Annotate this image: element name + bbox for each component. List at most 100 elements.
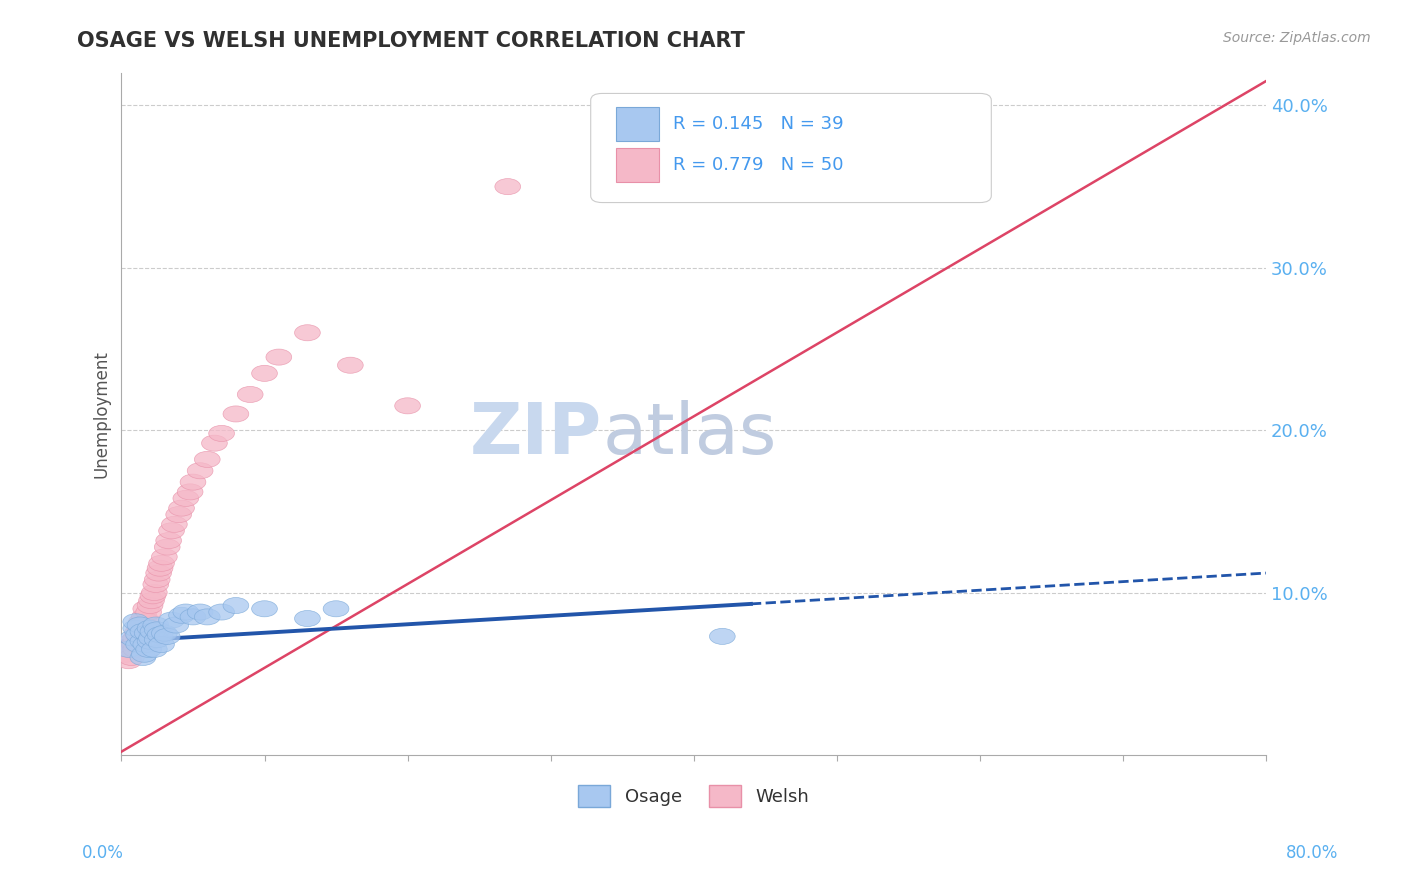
Ellipse shape — [139, 630, 165, 646]
Ellipse shape — [122, 620, 149, 636]
Ellipse shape — [115, 653, 142, 669]
Ellipse shape — [159, 612, 184, 628]
Ellipse shape — [224, 598, 249, 614]
Ellipse shape — [177, 483, 202, 500]
Ellipse shape — [143, 576, 169, 592]
Ellipse shape — [139, 592, 165, 608]
Ellipse shape — [129, 617, 156, 633]
FancyBboxPatch shape — [591, 94, 991, 202]
Text: ZIP: ZIP — [470, 400, 602, 469]
Ellipse shape — [187, 463, 212, 479]
Ellipse shape — [117, 641, 143, 657]
Ellipse shape — [156, 533, 181, 549]
Ellipse shape — [395, 398, 420, 414]
Ellipse shape — [194, 451, 221, 467]
Ellipse shape — [129, 649, 156, 665]
Ellipse shape — [252, 366, 277, 382]
FancyBboxPatch shape — [616, 107, 659, 141]
Ellipse shape — [127, 630, 153, 646]
Ellipse shape — [155, 539, 180, 555]
Ellipse shape — [143, 617, 169, 633]
Ellipse shape — [169, 607, 194, 624]
Ellipse shape — [135, 625, 160, 641]
Ellipse shape — [162, 516, 187, 533]
Ellipse shape — [266, 349, 291, 365]
Ellipse shape — [112, 646, 139, 662]
FancyBboxPatch shape — [616, 148, 659, 182]
Ellipse shape — [294, 610, 321, 626]
Ellipse shape — [115, 641, 142, 657]
Ellipse shape — [169, 500, 194, 516]
Ellipse shape — [145, 572, 170, 588]
Ellipse shape — [180, 609, 205, 625]
Ellipse shape — [127, 617, 153, 633]
Y-axis label: Unemployment: Unemployment — [93, 350, 110, 478]
Ellipse shape — [152, 549, 177, 565]
Ellipse shape — [129, 624, 156, 640]
Ellipse shape — [141, 624, 166, 640]
Ellipse shape — [135, 614, 160, 630]
Ellipse shape — [146, 565, 172, 581]
Ellipse shape — [125, 637, 152, 653]
Ellipse shape — [131, 609, 157, 625]
Text: R = 0.145   N = 39: R = 0.145 N = 39 — [673, 115, 844, 133]
Text: 80.0%: 80.0% — [1286, 844, 1339, 862]
Ellipse shape — [323, 600, 349, 616]
Ellipse shape — [136, 604, 162, 620]
Ellipse shape — [148, 627, 173, 643]
Ellipse shape — [173, 604, 198, 620]
Text: atlas: atlas — [602, 400, 776, 469]
Ellipse shape — [129, 625, 156, 641]
Text: 0.0%: 0.0% — [82, 844, 124, 862]
Text: OSAGE VS WELSH UNEMPLOYMENT CORRELATION CHART: OSAGE VS WELSH UNEMPLOYMENT CORRELATION … — [77, 31, 745, 51]
Ellipse shape — [134, 637, 159, 653]
Ellipse shape — [138, 633, 163, 649]
Ellipse shape — [125, 637, 152, 653]
Ellipse shape — [120, 630, 146, 646]
Ellipse shape — [166, 507, 191, 523]
Ellipse shape — [224, 406, 249, 422]
Ellipse shape — [122, 630, 149, 646]
Ellipse shape — [131, 646, 157, 662]
Ellipse shape — [145, 622, 170, 638]
Ellipse shape — [145, 632, 170, 648]
Ellipse shape — [294, 325, 321, 341]
Ellipse shape — [129, 633, 156, 649]
Ellipse shape — [149, 637, 174, 653]
Ellipse shape — [152, 625, 177, 641]
Ellipse shape — [142, 584, 167, 600]
Ellipse shape — [138, 620, 163, 636]
Ellipse shape — [122, 614, 149, 630]
Ellipse shape — [159, 523, 184, 539]
Ellipse shape — [141, 588, 166, 604]
Ellipse shape — [149, 556, 174, 572]
Ellipse shape — [142, 641, 167, 657]
Text: R = 0.779   N = 50: R = 0.779 N = 50 — [673, 156, 844, 174]
Ellipse shape — [495, 178, 520, 194]
Legend: Osage, Welsh: Osage, Welsh — [571, 778, 817, 814]
Ellipse shape — [155, 628, 180, 644]
Ellipse shape — [121, 637, 148, 653]
Ellipse shape — [134, 600, 159, 616]
Text: Source: ZipAtlas.com: Source: ZipAtlas.com — [1223, 31, 1371, 45]
Ellipse shape — [118, 649, 145, 665]
Ellipse shape — [148, 560, 173, 576]
Ellipse shape — [208, 604, 235, 620]
Ellipse shape — [122, 641, 149, 657]
Ellipse shape — [128, 614, 155, 630]
Ellipse shape — [125, 627, 152, 643]
Ellipse shape — [173, 491, 198, 507]
Ellipse shape — [201, 435, 228, 451]
Ellipse shape — [180, 474, 205, 491]
Ellipse shape — [124, 625, 150, 641]
Ellipse shape — [127, 620, 153, 636]
Ellipse shape — [238, 386, 263, 402]
Ellipse shape — [337, 357, 363, 373]
Ellipse shape — [120, 633, 146, 649]
Ellipse shape — [163, 617, 188, 633]
Ellipse shape — [252, 600, 277, 616]
Ellipse shape — [194, 609, 221, 625]
Ellipse shape — [710, 628, 735, 644]
Ellipse shape — [136, 641, 162, 657]
Ellipse shape — [208, 425, 235, 442]
